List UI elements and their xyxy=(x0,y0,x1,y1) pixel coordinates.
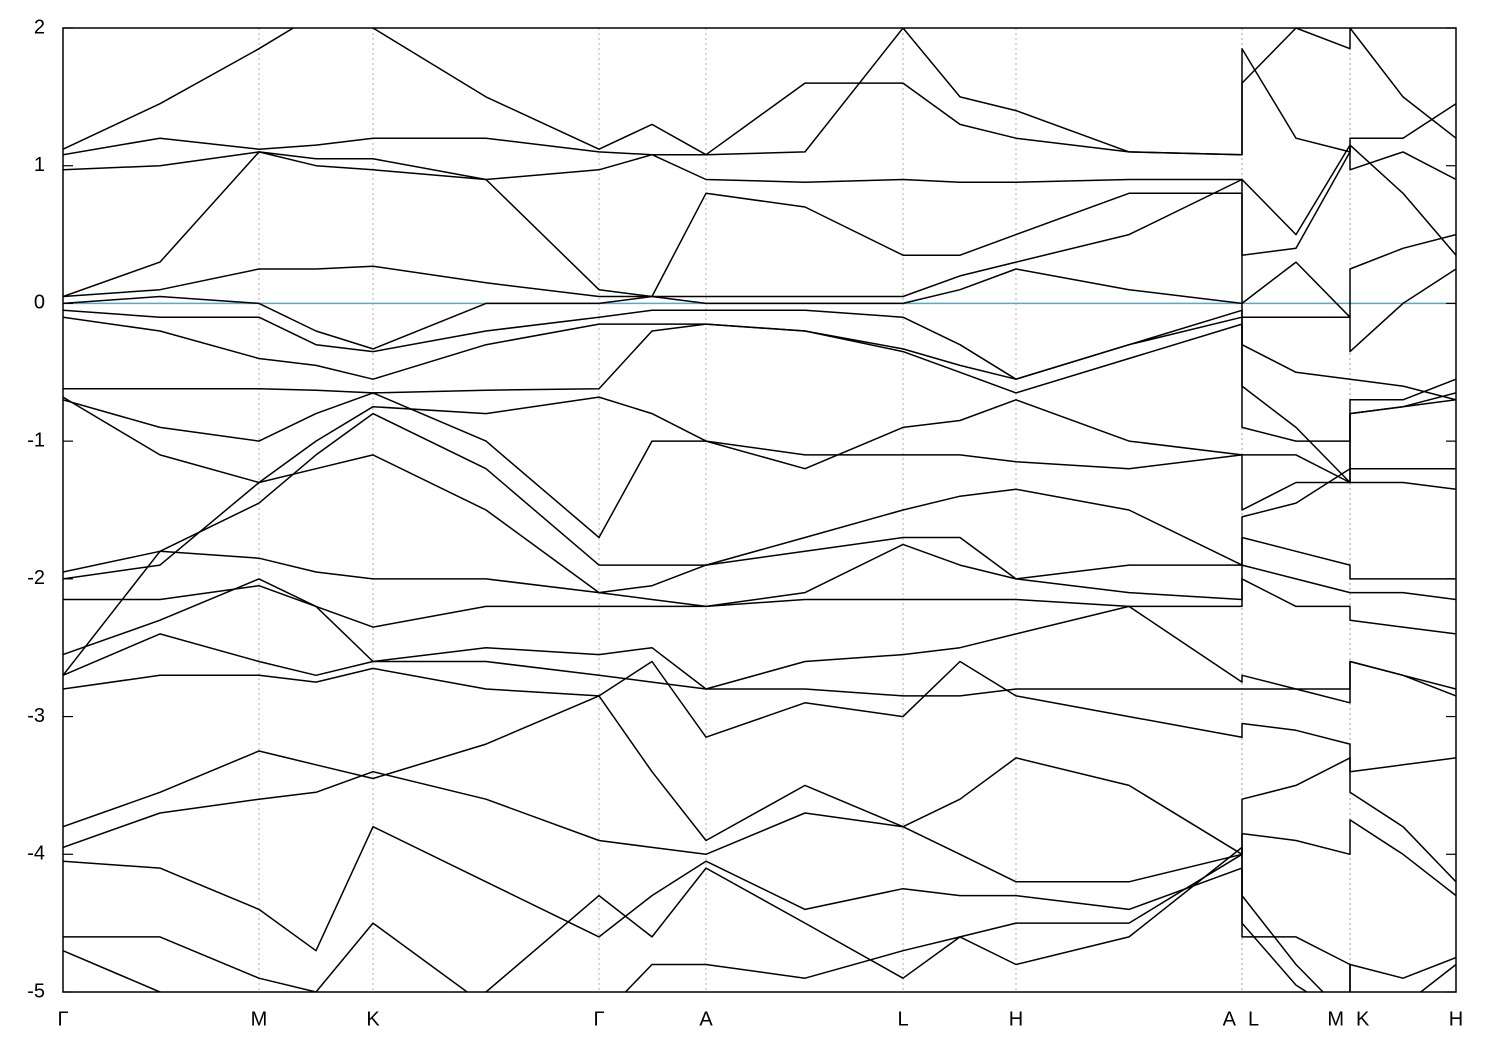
x-tick-label: H xyxy=(1449,1008,1463,1030)
band xyxy=(63,178,1456,318)
band xyxy=(63,633,1456,704)
band xyxy=(63,316,1456,484)
x-tick-label: L xyxy=(1248,1008,1259,1030)
x-tick-label: K xyxy=(366,1008,380,1030)
y-tick-label: -2 xyxy=(27,567,45,589)
y-tick-label: 2 xyxy=(34,16,45,38)
band xyxy=(63,578,1456,690)
band xyxy=(63,309,1456,401)
y-tick-label: -4 xyxy=(27,843,45,865)
y-tick-label: -3 xyxy=(27,705,45,727)
band xyxy=(63,825,1456,992)
x-tick-label: M xyxy=(1327,1008,1344,1030)
plot-frame xyxy=(62,27,1457,993)
y-tick-label: 0 xyxy=(34,292,45,314)
x-tick-label: M xyxy=(251,1008,268,1030)
x-tick-label: K xyxy=(1356,1008,1370,1030)
band xyxy=(63,853,1456,992)
band xyxy=(63,399,1456,676)
band xyxy=(63,578,1456,635)
y-tick-label: 1 xyxy=(34,154,45,176)
band xyxy=(63,47,1456,156)
band xyxy=(63,392,1456,539)
band xyxy=(63,846,1456,992)
band xyxy=(63,144,1456,236)
band xyxy=(63,268,1456,353)
bands xyxy=(63,28,1456,992)
x-tick-label: L xyxy=(897,1008,908,1030)
band xyxy=(63,144,1456,298)
x-tick-label: Γ xyxy=(57,1008,68,1030)
x-tick-label: Γ xyxy=(593,1008,604,1030)
x-tick-label: A xyxy=(1223,1008,1237,1030)
band xyxy=(63,543,1456,608)
band xyxy=(63,454,1456,594)
x-tick-label: A xyxy=(699,1008,713,1030)
band xyxy=(63,660,1456,773)
y-tick-label: -1 xyxy=(27,429,45,451)
x-tick-label: H xyxy=(1009,1008,1023,1030)
grid xyxy=(62,28,1457,992)
band xyxy=(63,316,1456,442)
y-tick-label: -5 xyxy=(27,980,45,1002)
band xyxy=(63,28,1456,156)
band xyxy=(63,770,1456,897)
band xyxy=(63,396,1456,484)
